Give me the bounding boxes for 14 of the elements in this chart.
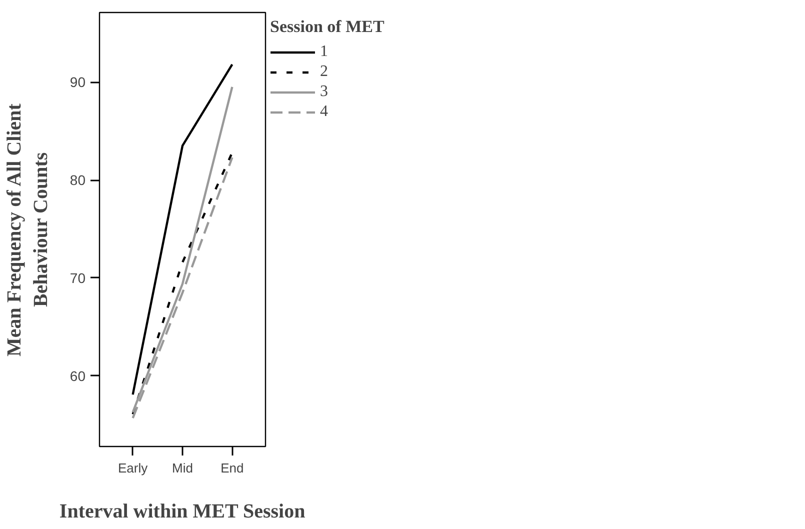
x-tick-label: Mid [172, 460, 193, 476]
x-tick-label: End [220, 460, 244, 476]
x-axis-title: Interval within MET Session [59, 500, 306, 522]
legend-title: Session of MET [270, 17, 384, 37]
x-tick-label: Early [118, 460, 148, 476]
y-tick-label: 90 [70, 74, 86, 90]
legend-label: 4 [320, 103, 329, 121]
legend-label: 1 [320, 43, 329, 61]
y-tick-label: 60 [70, 368, 86, 384]
y-tick-label: 80 [70, 172, 86, 188]
legend-label: 2 [320, 63, 329, 81]
y-axis-title: Mean Frequency of All Client Behaviour Counts [4, 103, 52, 357]
y-tick-label: 70 [70, 270, 86, 286]
legend-label: 3 [320, 83, 329, 101]
